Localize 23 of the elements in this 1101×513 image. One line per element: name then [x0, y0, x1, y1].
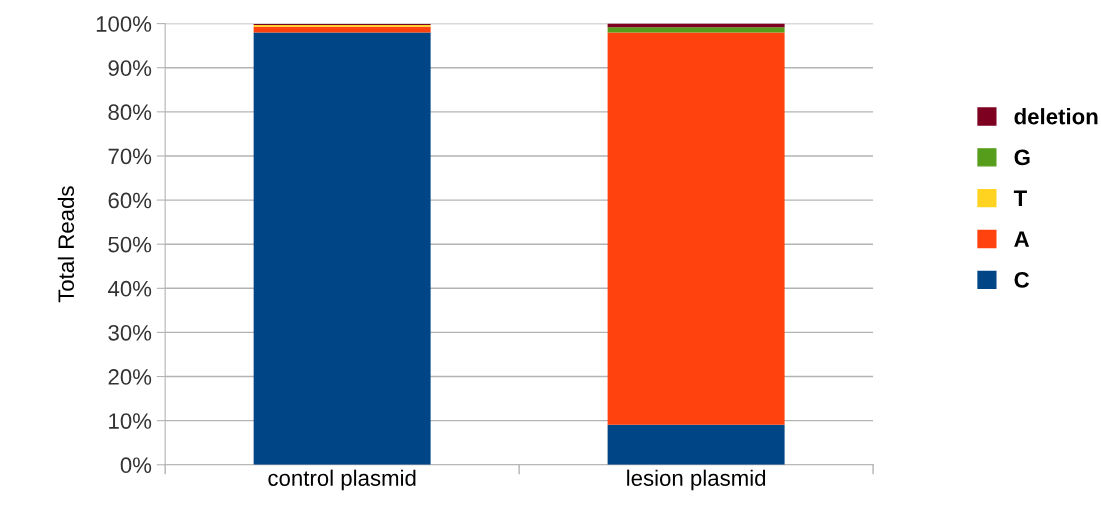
y-tick-label: 100%	[96, 16, 152, 32]
legend-label: deletion	[1014, 108, 1098, 125]
bar	[253, 32, 431, 465]
y-tick-label: 50%	[108, 236, 152, 253]
x-tick-label: control plasmid	[268, 469, 416, 491]
legend-label: T	[1013, 190, 1027, 206]
legend-label: A	[1014, 231, 1030, 247]
y-tick-label: 30%	[108, 324, 152, 341]
y-axis-title: Total Reads	[57, 186, 75, 303]
bar	[607, 27, 785, 33]
y-tick-label: 80%	[108, 104, 152, 121]
legend-label: G	[1014, 149, 1030, 166]
y-tick-label: 0%	[120, 457, 152, 474]
y-tick-label: 90%	[108, 60, 152, 76]
bar	[607, 424, 785, 465]
x-tick-label: lesion plasmid	[627, 469, 766, 491]
y-tick-label: 10%	[109, 413, 152, 429]
y-tick-label: 20%	[108, 369, 152, 385]
y-tick-label: 60%	[108, 192, 152, 209]
legend-label: C	[1014, 272, 1030, 288]
y-tick-label: 70%	[108, 148, 152, 165]
y-tick-label: 40%	[107, 280, 152, 297]
bar	[607, 32, 785, 425]
